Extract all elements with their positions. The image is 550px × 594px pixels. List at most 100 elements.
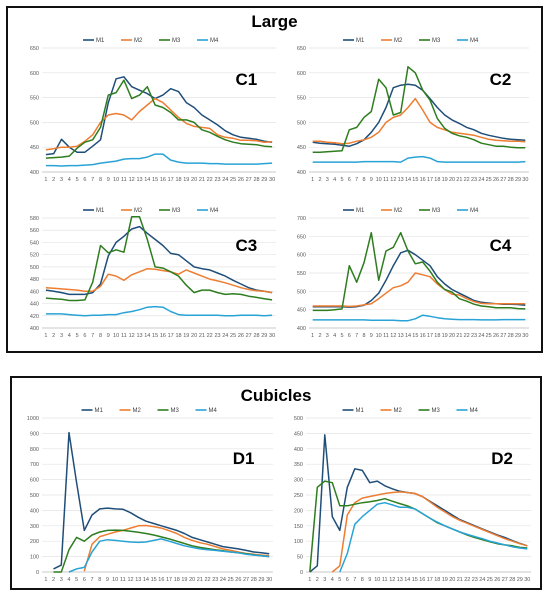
x-tick-label: 5: [75, 577, 78, 583]
y-tick-label: 100: [30, 555, 39, 561]
panel-label: C2: [490, 70, 512, 89]
x-tick-label: 6: [348, 333, 351, 339]
x-tick-label: 12: [389, 577, 395, 583]
x-tick-label: 1: [311, 333, 314, 339]
y-tick-label: 400: [30, 508, 39, 514]
x-tick-label: 17: [166, 577, 172, 583]
series-line-m4: [45, 305, 273, 317]
x-tick-label: 29: [515, 333, 521, 339]
series-line-m4: [339, 501, 528, 573]
x-tick-label: 16: [160, 333, 166, 339]
x-tick-label: 6: [348, 177, 351, 183]
x-tick-label: 16: [420, 177, 426, 183]
y-tick-label: 100: [294, 539, 303, 545]
series-line-m1: [53, 431, 270, 570]
y-tick-label: 300: [30, 524, 39, 530]
y-tick-label: 460: [30, 289, 39, 295]
x-tick-label: 17: [168, 177, 174, 183]
series-line-m3: [312, 231, 526, 312]
x-tick-label: 14: [143, 577, 149, 583]
series-line-m1: [312, 83, 526, 147]
x-tick-label: 13: [136, 333, 142, 339]
x-tick-label: 6: [346, 577, 349, 583]
y-tick-label: 560: [30, 228, 39, 234]
cubicles-group-box: Cubicles: [10, 376, 542, 590]
x-tick-label: 5: [340, 333, 343, 339]
x-tick-label: 24: [222, 333, 228, 339]
x-tick-label: 7: [91, 577, 94, 583]
x-tick-label: 10: [113, 333, 119, 339]
x-tick-label: 27: [246, 333, 252, 339]
y-tick-label: 600: [30, 71, 39, 77]
x-tick-label: 3: [60, 577, 63, 583]
x-tick-label: 25: [230, 177, 236, 183]
x-tick-label: 18: [434, 577, 440, 583]
x-tick-label: 8: [362, 177, 365, 183]
x-tick-label: 22: [204, 577, 210, 583]
x-tick-label: 21: [197, 577, 203, 583]
y-tick-label: 600: [297, 71, 306, 77]
series-line-m4: [68, 538, 270, 573]
x-tick-label: 10: [374, 577, 380, 583]
x-tick-label: 14: [404, 577, 410, 583]
x-tick-label: 8: [99, 333, 102, 339]
x-tick-label: 6: [83, 577, 86, 583]
x-tick-label: 22: [207, 333, 213, 339]
x-tick-label: 11: [120, 577, 126, 583]
series-line-m4: [312, 314, 526, 322]
x-tick-label: 18: [175, 177, 181, 183]
cubicles-group-title: Cubicles: [240, 386, 312, 405]
legend-label-m1: M1: [356, 208, 365, 214]
x-tick-label: 23: [472, 577, 478, 583]
x-tick-label: 12: [129, 177, 135, 183]
x-tick-label: 6: [83, 177, 86, 183]
x-tick-label: 23: [471, 333, 477, 339]
x-tick-label: 11: [121, 177, 127, 183]
x-tick-label: 17: [427, 333, 433, 339]
series-line-m2: [45, 97, 273, 151]
x-tick-label: 23: [471, 177, 477, 183]
x-tick-label: 16: [158, 577, 164, 583]
y-tick-label: 480: [30, 277, 39, 283]
large-group-title: Large: [251, 12, 298, 31]
x-tick-label: 9: [368, 577, 371, 583]
x-tick-label: 1: [311, 177, 314, 183]
x-tick-label: 11: [383, 177, 389, 183]
x-tick-label: 14: [405, 177, 411, 183]
x-tick-label: 27: [246, 177, 252, 183]
x-tick-label: 15: [152, 177, 158, 183]
series-line-m2: [83, 524, 270, 572]
x-tick-label: 19: [183, 333, 189, 339]
y-tick-label: 420: [30, 314, 39, 320]
x-tick-label: 28: [508, 333, 514, 339]
legend-label-m1: M1: [95, 408, 104, 414]
x-tick-label: 27: [500, 333, 506, 339]
x-tick-label: 4: [68, 177, 71, 183]
x-tick-label: 15: [152, 333, 158, 339]
x-tick-label: 27: [500, 177, 506, 183]
legend-label-m3: M3: [432, 38, 441, 44]
x-tick-label: 17: [427, 177, 433, 183]
x-tick-label: 25: [487, 577, 493, 583]
y-tick-label: 600: [297, 253, 306, 259]
y-tick-label: 450: [297, 308, 306, 314]
x-tick-label: 10: [113, 177, 119, 183]
x-tick-label: 24: [479, 577, 485, 583]
x-tick-label: 9: [370, 177, 373, 183]
y-tick-label: 1000: [27, 416, 39, 422]
x-tick-label: 18: [434, 177, 440, 183]
x-tick-label: 4: [68, 333, 71, 339]
x-tick-label: 29: [517, 577, 523, 583]
x-tick-label: 29: [515, 177, 521, 183]
y-tick-label: 500: [30, 120, 39, 126]
x-tick-label: 26: [238, 333, 244, 339]
x-tick-label: 24: [220, 577, 226, 583]
x-tick-label: 1: [44, 333, 47, 339]
x-tick-label: 16: [160, 177, 166, 183]
y-tick-label: 400: [30, 170, 39, 176]
x-tick-label: 26: [493, 333, 499, 339]
x-tick-label: 30: [522, 333, 528, 339]
